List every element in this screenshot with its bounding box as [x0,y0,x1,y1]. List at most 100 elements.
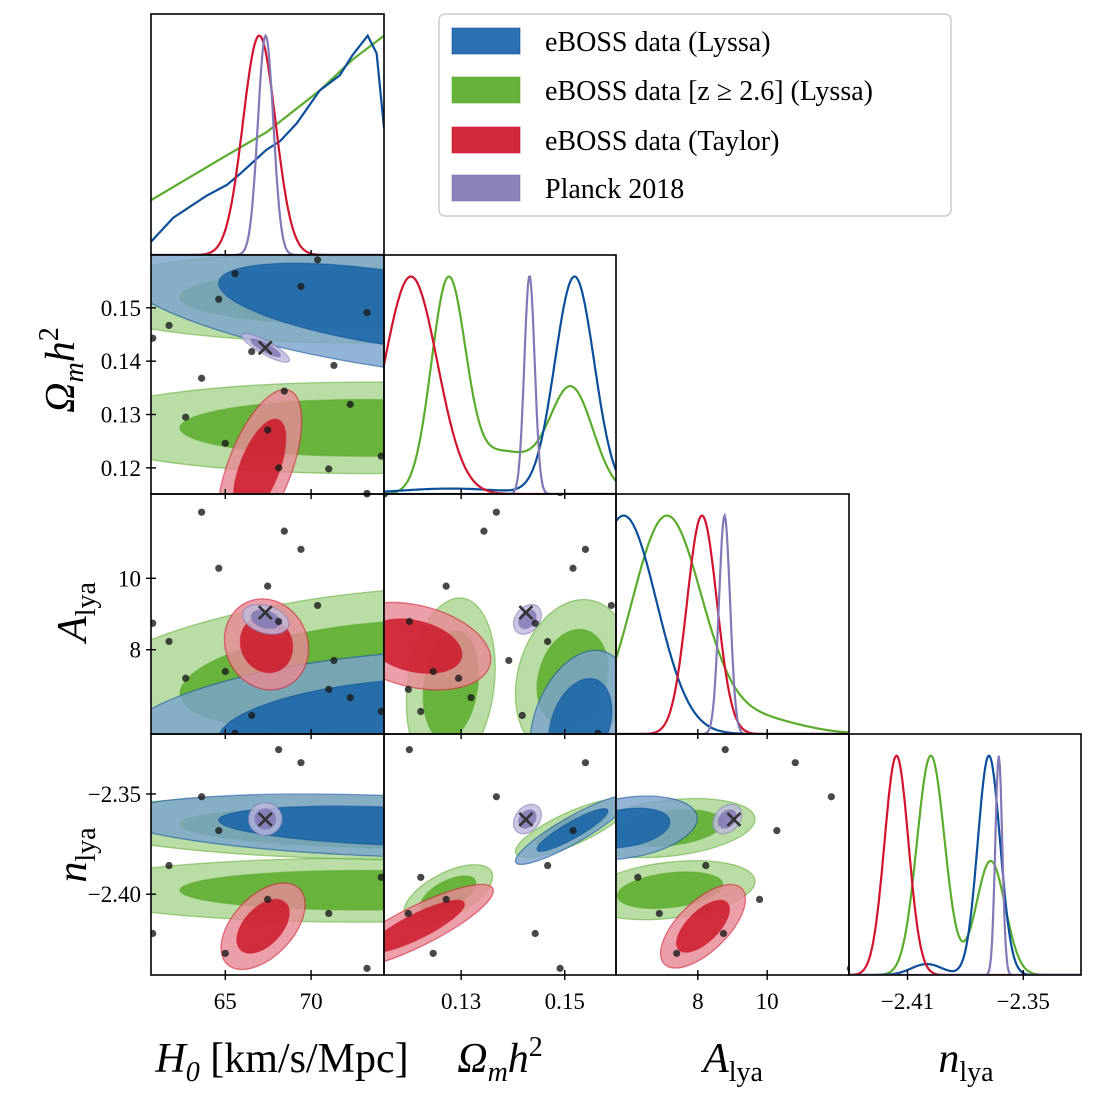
sample-point [417,707,425,716]
marginal-curve-red-n [849,754,1081,975]
sample-point [363,964,371,972]
marginal-curve-purple-A [616,512,849,734]
sample-point [454,674,463,682]
sample-point [531,929,539,938]
sample-point [827,793,835,801]
sample-point [719,929,728,938]
axis-label-superscript: 2 [34,327,65,341]
sample-point [215,295,223,303]
contour-68-blue [616,807,671,849]
sample-point [442,895,450,904]
legend-label: eBOSS data (Taylor) [545,126,779,157]
sample-point [297,282,305,291]
sample-point [442,582,450,590]
axis-label-A: Alya [50,582,102,645]
marginal-curve-green-n [849,754,1081,975]
axis-label-suffix: h [38,341,84,362]
legend-label: eBOSS data [z ≥ 2.6] (Lyssa) [545,76,873,107]
legend-swatch [451,174,521,202]
sample-point [325,465,333,473]
sample-point [221,439,229,447]
sample-point [581,759,590,767]
sample-point [429,667,437,676]
sample-point [492,793,500,801]
x-tick-label: 10 [756,989,779,1014]
sample-point [405,746,413,754]
x-tick-label: 0.15 [545,989,585,1014]
sample-point [581,545,590,553]
sample-point [607,601,615,610]
sample-point [221,949,229,957]
contour-68-red [676,899,731,953]
sample-point [198,508,206,516]
legend-swatch [451,126,521,154]
sample-point [363,309,371,317]
y-tick-label: 10 [118,566,141,591]
marginal-curve-blue-Om [384,275,616,493]
sample-point [264,895,272,904]
legend-label: Planck 2018 [545,174,684,205]
marginal-curve-red-H0 [151,34,384,255]
contour-68-blue [548,677,613,734]
y-tick-label: 0.14 [101,349,142,374]
y-tick-label: 0.12 [101,456,141,481]
axis-label-main: n [50,862,96,883]
sample-point [467,693,475,702]
legend-box [438,13,952,217]
legend-entry-blue: eBOSS data (Lyssa) [451,27,771,58]
sample-point [248,347,256,356]
best-fit-cross-marker [257,811,273,827]
sample-point [531,619,539,627]
contour-68-red [232,418,287,494]
marginal-curve-red-Om [384,275,616,494]
sample-point [151,929,157,938]
panel-frame [615,493,850,735]
sample-point [346,693,354,702]
contour-68-purple [717,809,737,829]
sample-point [544,861,552,870]
marginal-curve-green-H0 [151,34,384,202]
axis-label-subscript: lya [729,1057,764,1088]
sample-point [151,619,157,627]
axis-label-n: nlya [938,1036,994,1088]
sample-point [165,637,173,646]
legend-entry-red: eBOSS data (Taylor) [451,126,779,157]
sample-point [330,656,338,665]
y-tick-label: 8 [130,638,142,663]
sample-point [569,564,577,572]
axis-label-H0: H0 [km/s/Mpc] [154,1036,408,1088]
legend-label: eBOSS data (Lyssa) [545,27,771,58]
sample-point [314,256,322,264]
sample-point [165,321,173,330]
contour-68-red [384,899,466,953]
contour-95-blue [151,649,384,734]
contour-68-blue [218,677,384,734]
axis-label-main: n [938,1036,959,1082]
sample-point [417,873,425,881]
sample-point [518,711,526,720]
sample-point [634,873,642,881]
best-fit-cross-marker [257,340,273,356]
y-tick-label: 0.15 [101,296,141,321]
sample-point [264,426,272,434]
y-tick-label: 0.13 [101,403,141,428]
sample-point [594,729,602,734]
legend-entry-green: eBOSS data [z ≥ 2.6] (Lyssa) [451,76,873,107]
legend-entry-purple: Planck 2018 [451,174,684,205]
sample-point [556,964,564,972]
panel-Om-n: 0.13 0.15 [383,733,617,1014]
panel-Om-Om [383,254,617,499]
sample-point [280,527,288,535]
sample-point [215,564,223,572]
sample-point [325,909,333,918]
axis-label-subscript: m [488,1057,508,1088]
legend-swatch [451,27,521,55]
sample-point [556,494,564,497]
sample-point [151,334,157,342]
sample-point [721,746,729,754]
sample-point [673,949,681,957]
sample-point [702,861,710,870]
